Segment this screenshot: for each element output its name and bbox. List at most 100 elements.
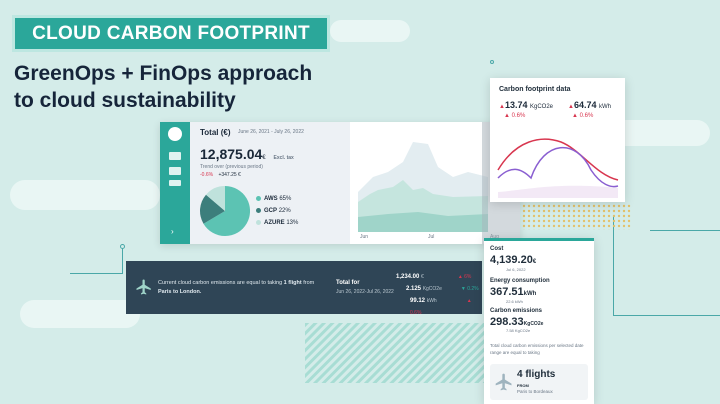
legend-pct: 22%: [278, 208, 291, 215]
kg-unit: KgCO2e: [530, 104, 554, 110]
legend-item: AZURE 13%: [256, 220, 298, 226]
total-value: 12,875.04€ Excl. tax: [200, 146, 294, 162]
list-icon[interactable]: [169, 180, 181, 186]
carbon-trend-chart: [497, 138, 619, 198]
headline: GreenOps + FinOps approach to cloud sust…: [14, 62, 313, 112]
row-change: ▼ 0.2%: [460, 286, 479, 292]
cost-unit: €: [532, 259, 537, 265]
legend-dot: [256, 196, 261, 201]
totals-table: 1,234.00 € ▲ 6% 2.125 KgCO2e ▼ 0.2% 99.12 …: [396, 271, 482, 319]
cost-dashboard: › Total (€) June 26, 2021 - July 26, 202…: [160, 122, 520, 244]
totals-row: 99.12 kWh ▲ 0.6%: [410, 295, 482, 319]
kwh-value: 64.74: [573, 100, 597, 110]
kwh-change: ▲ 0.6%: [572, 113, 594, 119]
dashboard-icon[interactable]: [169, 152, 181, 160]
product-tag: CLOUD CARBON FOOTPRINT: [12, 15, 330, 52]
connector-line: [650, 230, 720, 231]
row-change-value: 0.6%: [410, 310, 422, 316]
total-for-label: Total for: [336, 280, 360, 286]
message-highlight: 1 flight: [283, 280, 302, 286]
series-line: [497, 138, 619, 181]
cost-sub: Jul 6, 2022: [506, 267, 526, 272]
legend-dot: [256, 208, 261, 213]
cost-amount: 4,139.20: [490, 254, 533, 266]
row-value: 1,234.00: [396, 274, 420, 280]
metrics-card: Cost 4,139.20€ Jul 6, 2022 Energy consum…: [484, 238, 594, 404]
background-cloud: [10, 180, 160, 210]
legend-pct: 13%: [286, 220, 299, 227]
kwh-unit: kWh: [599, 104, 611, 110]
banner-message: Current cloud carbon emissions are equal…: [158, 279, 323, 297]
carbon-sub: 7.58 KgCO2e: [506, 328, 531, 333]
trend-row: -0.6% +347.25 €: [200, 172, 241, 178]
x-tick: Jun: [360, 234, 369, 240]
connector-dot: [490, 60, 494, 64]
trend-value: +347.25 €: [218, 172, 241, 178]
row-change: ▲ 0.6%: [410, 298, 472, 316]
energy-amount: 367.51: [490, 286, 524, 298]
emissions-banner: Current cloud carbon emissions are equal…: [126, 261, 482, 316]
legend-pct: 65%: [279, 196, 292, 203]
row-change: ▲ 6%: [457, 274, 472, 280]
kg-change-value: 0.6%: [511, 113, 526, 119]
row-unit: KgCO2e: [422, 286, 442, 292]
total-amount: 12,875.04: [200, 146, 263, 162]
legend-label: AZURE: [264, 220, 285, 227]
connector-dot: [120, 244, 125, 249]
pie-slice-azure: [206, 186, 225, 211]
dot-decoration: [522, 204, 632, 230]
row-unit: €: [421, 274, 424, 280]
legend-label: GCP: [264, 208, 278, 215]
carbon-value: 298.33KgCO2e: [490, 316, 543, 328]
legend-item: AWS 65%: [256, 196, 291, 202]
cost-area-chart: [358, 142, 488, 232]
energy-value: 367.51kWh: [490, 286, 536, 298]
kg-metric: ▲13.74 KgCO2e: [499, 100, 553, 110]
date-range: June 26, 2021 - July 26, 2022: [238, 129, 304, 135]
trend-pct: -0.6%: [200, 172, 214, 178]
energy-label: Energy consumption: [490, 278, 550, 284]
message-text: Current cloud carbon emissions are equal…: [158, 280, 284, 286]
row-value: 99.12: [410, 298, 426, 304]
carbon-unit: KgCO2e: [523, 321, 544, 327]
message-text: from: [301, 280, 315, 286]
message-highlight: Paris to London.: [158, 289, 202, 295]
legend-label: AWS: [264, 196, 278, 203]
flights-box: 4 flights FROM Paris to Bordeaux: [490, 364, 588, 400]
kg-change: ▲ 0.6%: [504, 113, 526, 119]
cost-label: Cost: [490, 246, 504, 252]
carbon-label: Carbon emissions: [490, 308, 543, 314]
chevron-right-icon[interactable]: ›: [171, 227, 174, 236]
energy-sub: 22.6 kWh: [506, 299, 523, 304]
legend-dot: [256, 220, 261, 225]
caret-up-icon: ▲: [568, 104, 574, 110]
area-series-low: [358, 212, 488, 232]
trend-label: Trend over (previous period): [200, 164, 263, 170]
sidebar: ›: [160, 122, 190, 244]
series-line: [497, 146, 619, 188]
route-text: Paris to Bordeaux: [517, 389, 553, 394]
card-title: Carbon footprint data: [499, 86, 571, 93]
connector-line: [613, 315, 720, 316]
total-currency: €: [262, 155, 266, 161]
connector-line: [613, 215, 614, 315]
total-note: Excl. tax: [273, 155, 294, 161]
pie-slice-gcp: [200, 194, 225, 224]
totals-row: 1,234.00 € ▲ 6%: [396, 271, 482, 283]
grid-icon[interactable]: [169, 167, 181, 175]
x-tick: Jul: [428, 234, 435, 240]
cost-value: 4,139.20€: [490, 254, 536, 266]
airplane-icon: [495, 373, 512, 391]
carbon-footprint-card: Carbon footprint data ▲13.74 KgCO2e ▲64.…: [490, 78, 625, 202]
row-unit: kWh: [426, 298, 437, 304]
carbon-amount: 298.33: [490, 316, 524, 328]
cloud-share-pie: [200, 186, 250, 236]
row-change-value: 6%: [464, 274, 472, 280]
connector-line: [122, 244, 123, 274]
kwh-metric: ▲64.74 kWh: [568, 100, 611, 110]
total-for-dates: Jun 26, 2022-Jul 26, 2022: [336, 289, 394, 295]
kwh-change-value: 0.6%: [579, 113, 594, 119]
avatar[interactable]: [168, 127, 182, 141]
from-label: FROM: [517, 383, 529, 388]
airplane-icon: [136, 279, 151, 295]
